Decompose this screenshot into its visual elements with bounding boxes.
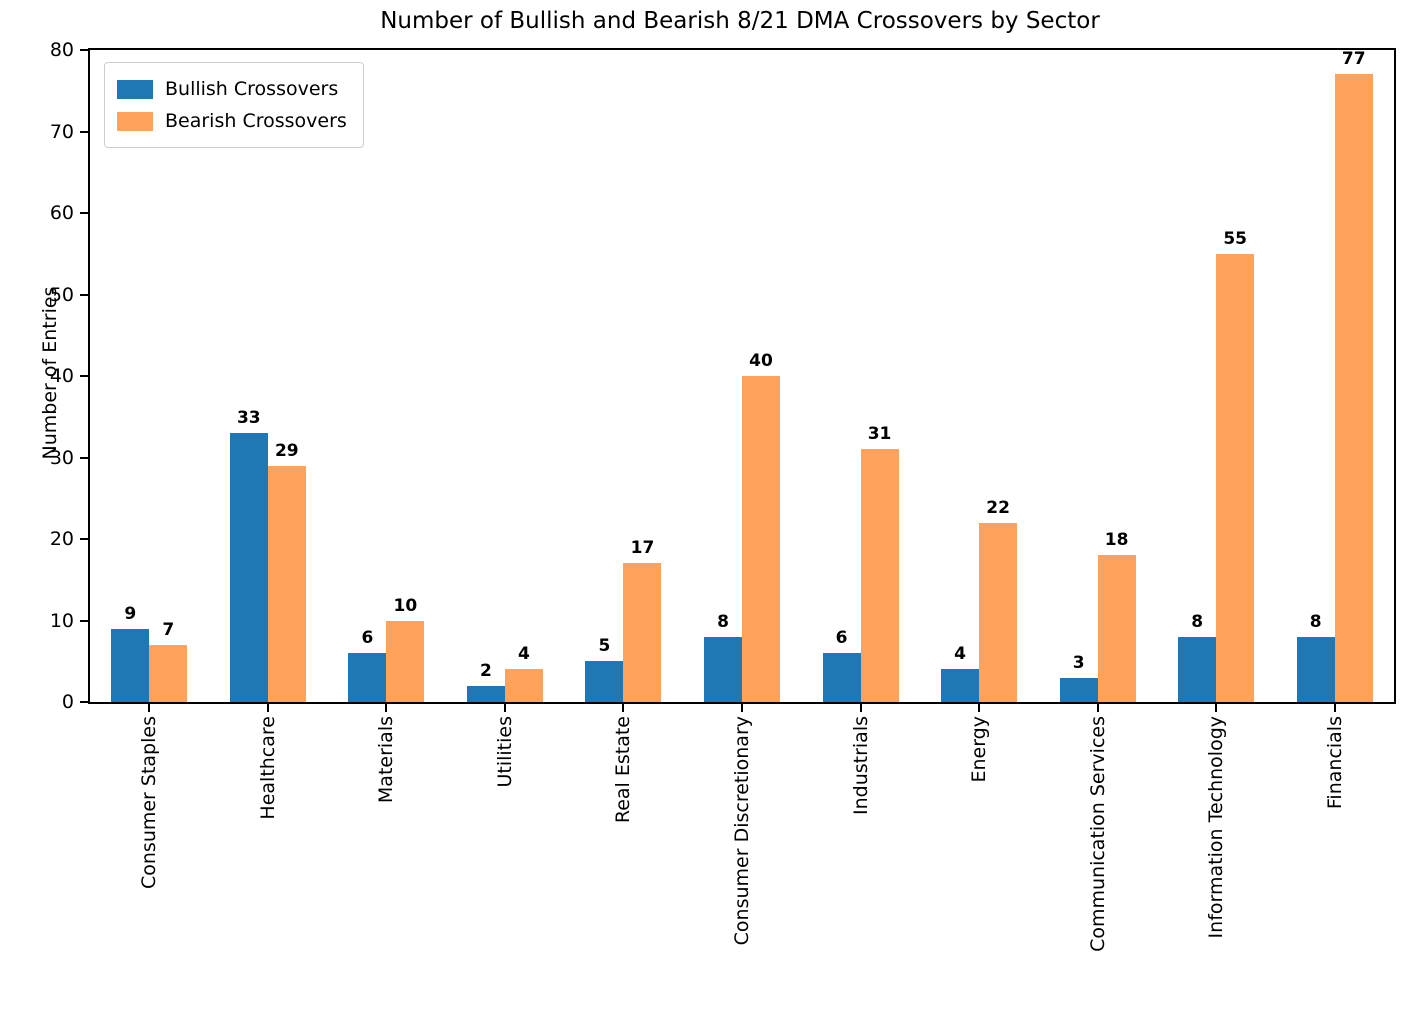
value-label-bullish-crossovers-information-technology: 8 — [1191, 611, 1204, 632]
y-tick-mark — [80, 375, 88, 377]
bar-bullish-crossovers-real-estate — [585, 661, 624, 702]
x-tick-label-real-estate: Real Estate — [612, 716, 635, 824]
y-tick-mark — [80, 619, 88, 622]
bar-bearish-crossovers-healthcare — [267, 465, 306, 702]
y-tick-mark — [80, 293, 88, 296]
legend: Bullish Crossovers Bearish Crossovers — [104, 62, 364, 148]
y-tick-mark — [80, 456, 88, 459]
x-tick-label-financials: Financials — [1323, 716, 1346, 810]
bar-bearish-crossovers-utilities — [504, 669, 543, 702]
value-label-bearish-crossovers-consumer-discretionary: 40 — [749, 351, 773, 371]
value-label-bearish-crossovers-materials: 10 — [393, 595, 418, 616]
bar-bullish-crossovers-consumer-staples — [111, 628, 150, 702]
y-tick-label: 80 — [49, 39, 74, 61]
value-label-bearish-crossovers-real-estate: 17 — [630, 538, 655, 559]
bar-bullish-crossovers-industrials — [822, 653, 861, 702]
y-tick-mark — [80, 130, 88, 133]
x-tick-label-consumer-discretionary: Consumer Discretionary — [731, 716, 753, 946]
bar-bearish-crossovers-consumer-discretionary — [742, 376, 780, 702]
y-tick-label: 30 — [49, 446, 74, 469]
value-label-bearish-crossovers-utilities: 4 — [517, 644, 530, 665]
legend-item-bearish-crossovers: Bearish Crossovers — [117, 105, 347, 137]
x-tick-mark — [1215, 704, 1218, 712]
legend-label-bearish-crossovers: Bearish Crossovers — [165, 110, 347, 132]
value-label-bullish-crossovers-communication-services: 3 — [1072, 652, 1085, 673]
x-tick-mark — [266, 704, 269, 712]
value-label-bullish-crossovers-industrials: 6 — [835, 628, 848, 649]
bar-bearish-crossovers-information-technology — [1216, 253, 1255, 702]
x-tick-label-information-technology: Information Technology — [1205, 716, 1228, 939]
y-tick-mark — [80, 49, 88, 51]
value-label-bullish-crossovers-energy: 4 — [954, 644, 966, 665]
x-tick-label-communication-services: Communication Services — [1086, 716, 1109, 952]
value-label-bullish-crossovers-consumer-discretionary: 8 — [717, 611, 729, 632]
value-label-bullish-crossovers-real-estate: 5 — [598, 636, 611, 657]
y-tick-label: 60 — [49, 202, 74, 224]
y-tick-mark — [80, 538, 88, 540]
x-tick-label-consumer-staples: Consumer Staples — [138, 716, 161, 890]
chart-title: Number of Bullish and Bearish 8/21 DMA C… — [380, 8, 1100, 34]
legend-swatch-bearish-crossovers — [117, 111, 153, 131]
y-tick-label: 40 — [49, 365, 74, 387]
bar-bullish-crossovers-information-technology — [1178, 636, 1217, 702]
x-tick-mark — [148, 704, 151, 712]
value-label-bearish-crossovers-consumer-staples: 7 — [162, 619, 175, 640]
x-tick-mark — [859, 704, 862, 712]
value-label-bullish-crossovers-consumer-staples: 9 — [124, 603, 137, 624]
value-label-bearish-crossovers-financials: 77 — [1341, 49, 1366, 70]
x-tick-label-energy: Energy — [968, 716, 991, 783]
bar-bearish-crossovers-energy — [979, 522, 1018, 702]
bar-bearish-crossovers-consumer-staples — [149, 644, 188, 702]
legend-swatch-bullish-crossovers — [117, 79, 153, 99]
value-label-bearish-crossovers-industrials: 31 — [867, 424, 892, 445]
bar-bearish-crossovers-communication-services — [1097, 555, 1136, 702]
value-label-bearish-crossovers-healthcare: 29 — [274, 440, 299, 461]
bar-bullish-crossovers-financials — [1296, 636, 1335, 702]
y-tick-label: 0 — [61, 691, 74, 713]
legend-label-bullish-crossovers: Bullish Crossovers — [165, 78, 339, 100]
x-tick-mark — [503, 704, 506, 712]
x-tick-mark — [741, 704, 743, 712]
x-tick-mark — [622, 704, 625, 712]
bar-bullish-crossovers-consumer-discretionary — [704, 636, 742, 702]
value-label-bullish-crossovers-healthcare: 33 — [236, 408, 261, 429]
x-tick-label-industrials: Industrials — [849, 716, 872, 816]
value-label-bearish-crossovers-information-technology: 55 — [1223, 228, 1248, 249]
bar-bearish-crossovers-materials — [386, 620, 425, 702]
legend-item-bullish-crossovers: Bullish Crossovers — [117, 73, 347, 105]
bar-bearish-crossovers-real-estate — [623, 563, 662, 702]
bar-bullish-crossovers-materials — [348, 653, 387, 702]
bar-bearish-crossovers-industrials — [860, 449, 899, 702]
bar-bullish-crossovers-utilities — [466, 685, 505, 702]
value-label-bullish-crossovers-materials: 6 — [361, 628, 374, 649]
bar-bullish-crossovers-healthcare — [229, 433, 268, 702]
y-tick-label: 20 — [49, 528, 74, 550]
value-label-bullish-crossovers-utilities: 2 — [479, 660, 492, 681]
x-tick-label-utilities: Utilities — [493, 716, 516, 788]
x-tick-mark — [1096, 704, 1099, 712]
value-label-bearish-crossovers-communication-services: 18 — [1104, 530, 1129, 551]
y-tick-label: 10 — [49, 609, 74, 632]
plot-area: Bullish Crossovers Bearish Crossovers 0 10… — [50, 39, 1396, 952]
y-tick-label: 50 — [49, 283, 74, 306]
bar-bearish-crossovers-financials — [1334, 74, 1373, 702]
y-tick-mark — [80, 212, 88, 214]
value-label-bearish-crossovers-energy: 22 — [986, 497, 1010, 518]
x-tick-mark — [978, 704, 981, 712]
bar-bullish-crossovers-communication-services — [1059, 677, 1098, 702]
x-tick-mark — [1333, 704, 1336, 712]
y-tick-mark — [80, 701, 88, 703]
x-tick-label-materials: Materials — [375, 716, 398, 804]
y-tick-label: 70 — [49, 120, 74, 143]
x-tick-mark — [385, 704, 388, 712]
value-label-bullish-crossovers-financials: 8 — [1309, 611, 1322, 632]
bar-bullish-crossovers-energy — [941, 669, 980, 702]
x-tick-label-healthcare: Healthcare — [256, 716, 279, 820]
